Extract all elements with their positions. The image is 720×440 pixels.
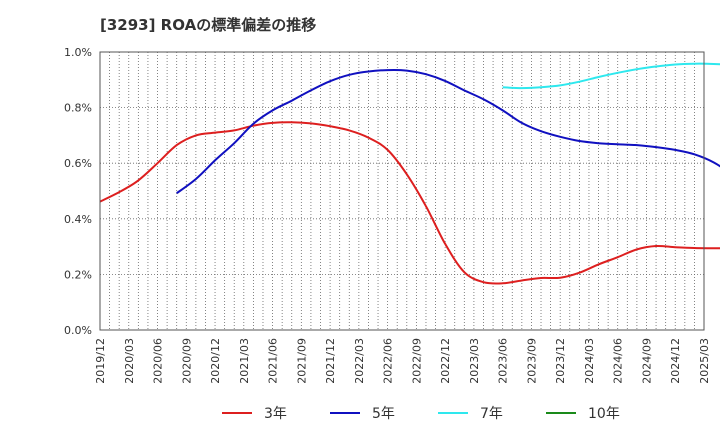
x-tick-label: 2022/12 [439,338,452,384]
grid-lines [100,52,704,330]
series-line-2 [502,62,720,90]
x-tick-label: 2024/12 [669,338,682,384]
x-tick-label: 2019/12 [94,338,107,384]
x-tick-label: 2025/03 [698,338,711,384]
x-tick-label: 2021/06 [267,338,280,384]
plot-background [100,52,704,330]
x-tick-label: 2024/06 [612,338,625,384]
legend-label: 7年 [480,406,503,422]
x-tick-label: 2024/09 [640,338,653,384]
legend-label: 10年 [588,406,620,422]
x-tick-label: 2021/12 [324,338,337,384]
y-tick-label: 1.0% [64,46,92,59]
x-tick-label: 2020/06 [152,338,165,384]
x-tick-label: 2023/09 [525,338,538,384]
plot-border [99,51,705,331]
legend-label: 5年 [372,406,395,422]
x-tick-label: 2022/09 [410,338,423,384]
x-tick-label: 2022/03 [353,338,366,384]
legend-label: 3年 [264,406,287,422]
y-tick-label: 0.8% [64,102,92,115]
chart-title: [3293] ROAの標準偏差の推移 [100,16,317,34]
x-tick-label: 2022/06 [382,338,395,384]
y-tick-label: 0.0% [64,324,92,337]
x-tick-label: 2023/06 [497,338,510,384]
x-tick-label: 2023/12 [554,338,567,384]
series-line-0 [99,121,720,285]
y-tick-label: 0.4% [64,213,92,226]
x-tick-label: 2023/03 [468,338,481,384]
y-tick-label: 0.6% [64,157,92,170]
x-tick-label: 2024/03 [583,338,596,384]
x-tick-labels: 2019/12 2020/03 2020/06 2020/09 2020/12 2021/… [94,338,711,384]
x-tick-label: 2021/09 [295,338,308,384]
x-tick-label: 2021/03 [238,338,251,384]
y-tick-labels: 0.0% 0.2% 0.4% 0.6% 0.8% 1.0% [64,46,92,337]
x-tick-label: 2020/09 [180,338,193,384]
y-tick-label: 0.2% [64,268,92,281]
legend: 3年 5年 7年 10年 [222,406,620,422]
x-tick-label: 2020/12 [209,338,222,384]
x-tick-label: 2020/03 [123,338,136,384]
